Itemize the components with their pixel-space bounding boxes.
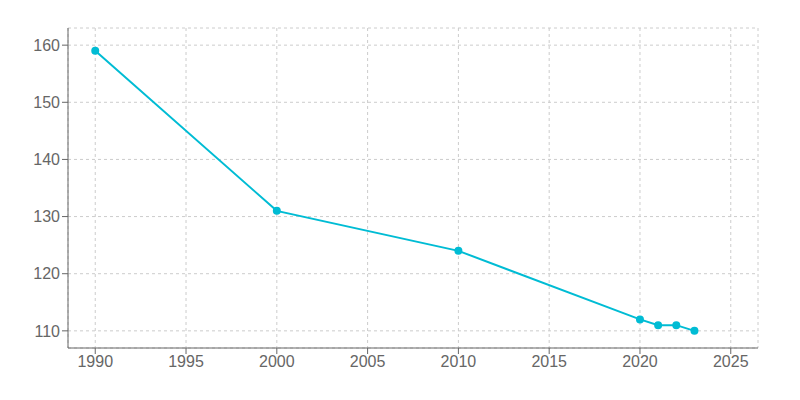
svg-text:160: 160 (33, 37, 60, 54)
svg-text:140: 140 (33, 151, 60, 168)
svg-text:2005: 2005 (350, 353, 386, 370)
svg-text:110: 110 (34, 323, 60, 340)
svg-text:130: 130 (33, 208, 60, 225)
svg-text:1990: 1990 (77, 353, 113, 370)
svg-text:120: 120 (33, 265, 60, 282)
svg-text:2000: 2000 (259, 353, 295, 370)
svg-text:1995: 1995 (168, 353, 204, 370)
svg-text:150: 150 (33, 94, 60, 111)
svg-text:2020: 2020 (622, 353, 658, 370)
svg-text:2010: 2010 (441, 353, 477, 370)
svg-text:2015: 2015 (531, 353, 567, 370)
svg-text:2025: 2025 (713, 353, 749, 370)
